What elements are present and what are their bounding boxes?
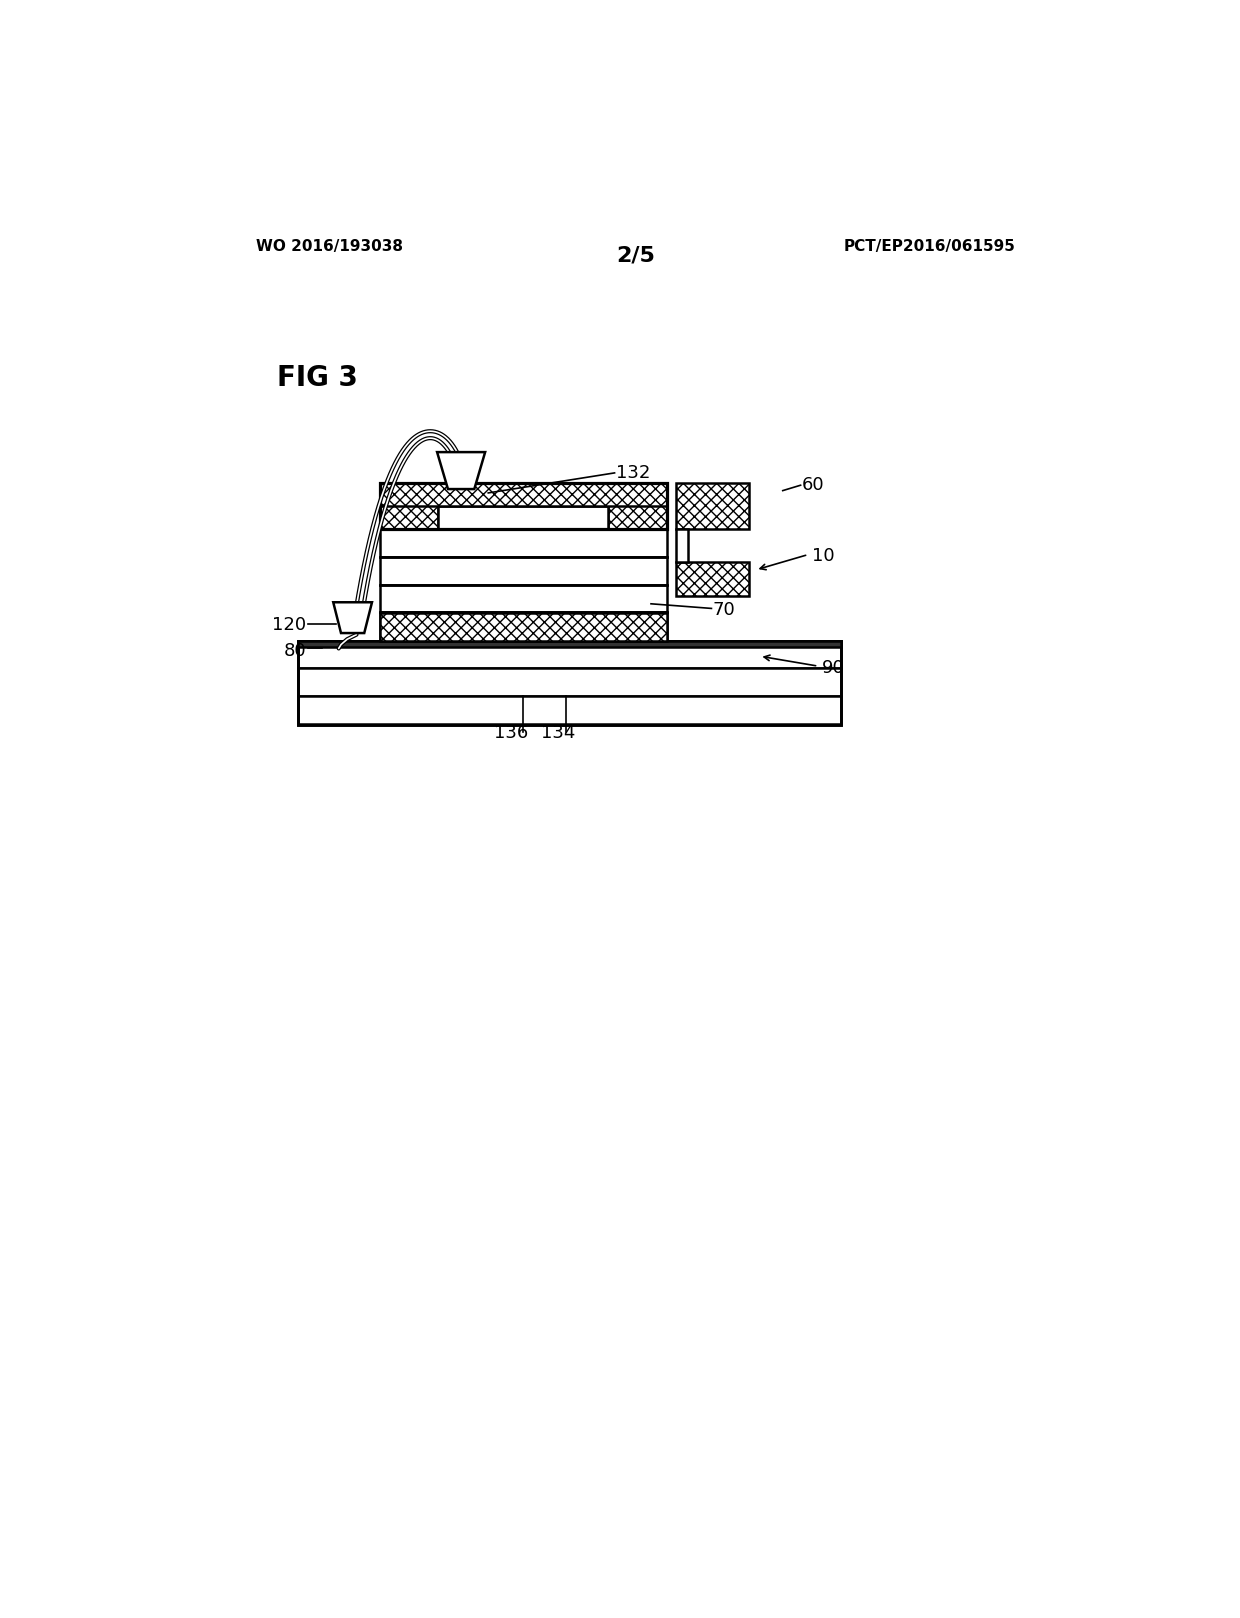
Bar [676,529,688,563]
Bar [379,482,438,529]
Polygon shape [438,451,485,489]
Bar [609,482,667,529]
Bar [299,641,841,668]
Polygon shape [334,602,372,633]
Bar [379,612,667,641]
Bar [438,506,609,529]
Bar [299,696,841,723]
Text: 136: 136 [495,725,528,743]
Bar [299,641,841,647]
Bar [676,482,749,529]
Text: 134: 134 [541,725,575,743]
Text: FIG 3: FIG 3 [278,364,358,392]
Text: 80: 80 [284,642,306,660]
Bar [379,557,667,584]
Bar [379,613,667,641]
Bar [379,482,667,506]
Text: 10: 10 [812,547,835,565]
Text: 120: 120 [272,616,306,634]
Bar [676,563,749,595]
Text: 60: 60 [802,476,825,493]
Bar [379,584,667,612]
Bar [379,482,667,529]
Text: 132: 132 [616,464,651,482]
Text: 70: 70 [713,600,735,620]
Bar [299,641,841,725]
Bar [299,668,841,696]
Text: 90: 90 [821,659,844,676]
Bar [379,529,667,557]
Text: WO 2016/193038: WO 2016/193038 [255,239,403,254]
Text: PCT/EP2016/061595: PCT/EP2016/061595 [843,239,1016,254]
Text: 2/5: 2/5 [616,246,655,265]
